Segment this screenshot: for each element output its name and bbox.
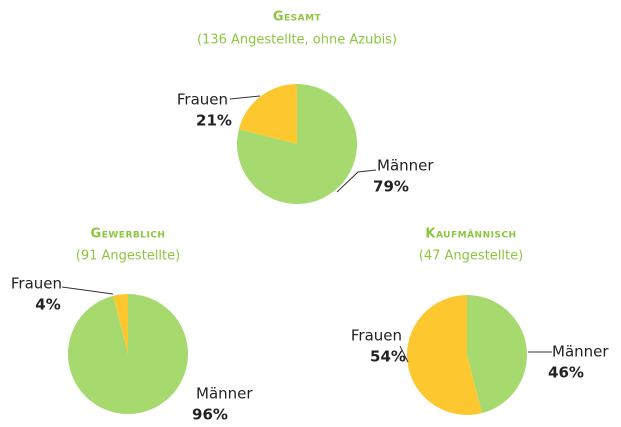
slice-value: 46%: [548, 364, 584, 382]
slice-value: 79%: [373, 178, 409, 196]
leader-line: [399, 345, 409, 363]
leader-line: [61, 286, 114, 295]
slice-value: 4%: [35, 296, 60, 314]
pie-slice: [406, 295, 482, 415]
chart-subtitle: (91 Angestellte): [76, 249, 180, 264]
slice-label: Männer: [377, 157, 434, 175]
leader-line: [336, 169, 377, 193]
chart-title: Gesamt: [273, 10, 322, 25]
slice-label: Männer: [552, 343, 609, 361]
leader-line: [229, 95, 261, 100]
pie-slice: [238, 84, 297, 144]
slice-label: Frauen: [351, 327, 402, 345]
pie-slice: [113, 294, 128, 354]
chart-subtitle: (47 Angestellte): [419, 249, 523, 264]
slice-label: Frauen: [177, 91, 228, 109]
chart-subtitle: (136 Angestellte, ohne Azubis): [197, 33, 397, 48]
slice-label: Männer: [196, 385, 253, 403]
slice-value: 96%: [192, 406, 228, 424]
chart-title: Gewerblich: [91, 227, 166, 242]
pie-slice: [467, 295, 527, 414]
chart-title: Kaufmännisch: [425, 227, 516, 242]
slice-label: Frauen: [11, 275, 62, 293]
slice-value: 21%: [196, 112, 232, 130]
slice-value: 54%: [370, 348, 406, 366]
